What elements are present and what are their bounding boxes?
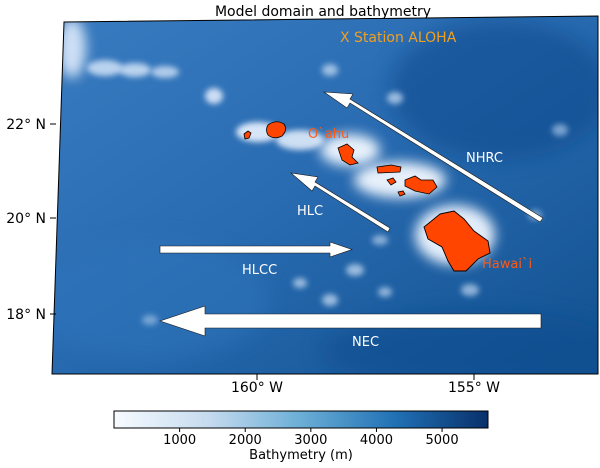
map-area: X Station ALOHA O`ahu Hawai`i NHRC HLC H… [52, 16, 598, 374]
ocean-current-arrows [159, 91, 544, 337]
colorbar-tick-label: 4000 [360, 433, 393, 448]
island-niihau [243, 130, 252, 140]
latitude-ticks: 22° N 20° N 18° N [6, 117, 56, 323]
oahu-label: O`ahu [308, 127, 349, 142]
arrow-nec [159, 305, 542, 337]
map-title: Model domain and bathymetry [215, 4, 431, 20]
island-oahu [337, 143, 359, 166]
nhrc-label: NHRC [466, 151, 503, 166]
hawaiian-islands [243, 121, 491, 272]
lat-tick-label: 18° N [6, 307, 46, 323]
island-kahoolawe [397, 190, 406, 197]
deep-ocean-patch [390, 20, 598, 160]
colorbar-gradient [113, 410, 489, 429]
colorbar-tick-label: 1000 [163, 433, 196, 448]
arrow-nhrc [322, 91, 544, 223]
hawaii-label: Hawai`i [482, 257, 532, 272]
nec-label: NEC [352, 335, 379, 350]
hlcc-label: HLCC [242, 263, 277, 278]
island-lanai [386, 177, 397, 186]
arrow-hlc [290, 172, 391, 233]
colorbar-tick-label: 2000 [229, 433, 262, 448]
lat-tick-label: 22° N [6, 117, 46, 133]
map-frame [51, 15, 599, 375]
colorbar: 1000 2000 3000 4000 5000 Bathymetry (m) [113, 410, 489, 463]
hlc-label: HLC [297, 204, 323, 219]
deep-ocean-patch [320, 310, 598, 374]
lon-tick-label: 155° W [448, 380, 500, 396]
arrow-hlcc [159, 241, 353, 258]
island-hawaii [423, 210, 491, 272]
ocean-patch [52, 240, 270, 360]
colorbar-ticks: 1000 2000 3000 4000 5000 [163, 428, 459, 448]
station-aloha-label: X Station ALOHA [340, 30, 457, 46]
colorbar-label: Bathymetry (m) [249, 448, 353, 463]
island-maui [404, 175, 438, 195]
island-molokai [376, 164, 402, 174]
colorbar-tick-label: 5000 [426, 433, 459, 448]
island-kauai [266, 121, 286, 139]
colorbar-tick-label: 3000 [294, 433, 327, 448]
longitude-ticks: 160° W 155° W [231, 374, 500, 396]
lon-tick-label: 160° W [231, 380, 283, 396]
lat-tick-label: 20° N [6, 211, 46, 227]
